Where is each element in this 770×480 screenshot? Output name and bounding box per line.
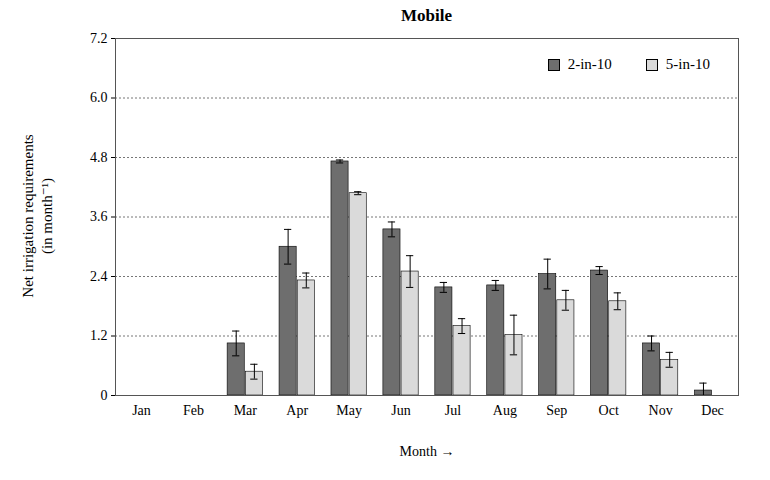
svg-text:2.4: 2.4	[90, 269, 108, 284]
svg-text:3.6: 3.6	[90, 209, 108, 224]
svg-text:0: 0	[101, 388, 108, 403]
svg-text:Month →: Month →	[400, 444, 455, 459]
svg-text:7.2: 7.2	[90, 31, 108, 46]
svg-text:Jan: Jan	[132, 403, 151, 418]
svg-text:Dec: Dec	[701, 403, 724, 418]
svg-text:Oct: Oct	[599, 403, 619, 418]
svg-text:Mar: Mar	[234, 403, 258, 418]
svg-text:Jun: Jun	[391, 403, 410, 418]
svg-text:1.2: 1.2	[90, 328, 108, 343]
html-text:Net irrigation requirements (i: Net irrigation requirements (in month⁻¹)	[20, 134, 55, 298]
svg-text:Aug: Aug	[493, 403, 517, 418]
svg-text:Sep: Sep	[546, 403, 567, 418]
svg-text:Feb: Feb	[183, 403, 204, 418]
svg-text:Jul: Jul	[445, 403, 461, 418]
svg-text:May: May	[336, 403, 362, 418]
svg-text:4.8: 4.8	[90, 150, 108, 165]
html-text:2-in-10: 2-in-10	[567, 56, 612, 72]
html-text:5-in-10: 5-in-10	[665, 56, 710, 72]
svg-text:6.0: 6.0	[90, 90, 108, 105]
svg-text:Nov: Nov	[649, 403, 673, 418]
html-text:Mobile: Mobile	[401, 6, 452, 25]
svg-text:Apr: Apr	[286, 403, 308, 418]
